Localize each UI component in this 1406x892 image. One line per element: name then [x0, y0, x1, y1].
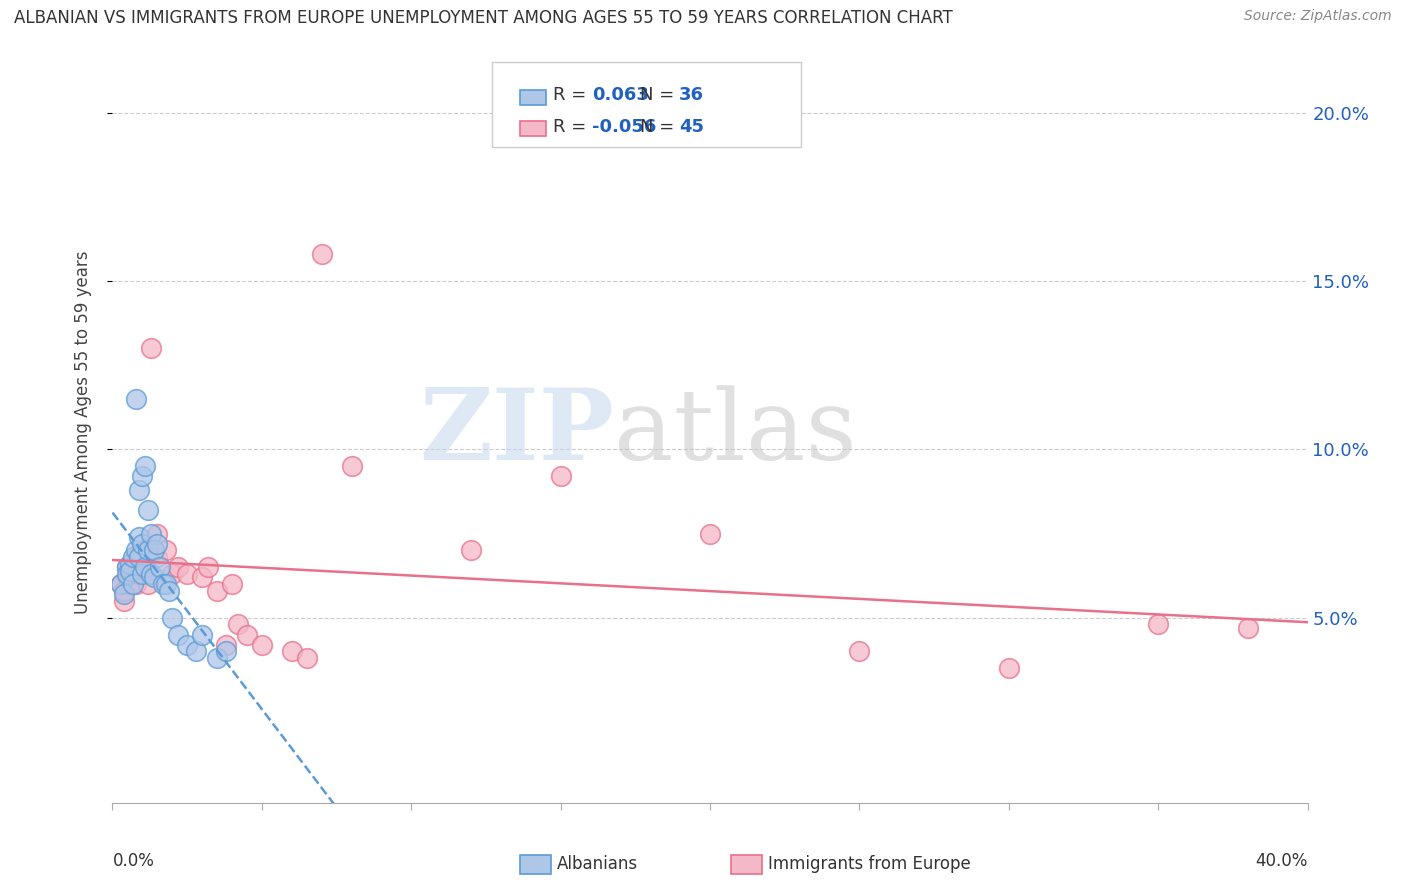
Point	[141, 526, 163, 541]
Point	[134, 543, 156, 558]
Point	[1237, 621, 1260, 635]
Point	[998, 661, 1021, 675]
Point	[120, 557, 142, 571]
Point	[138, 543, 160, 558]
Point	[221, 577, 243, 591]
Point	[114, 594, 135, 608]
Point	[236, 627, 259, 641]
Point	[250, 638, 273, 652]
Y-axis label: Unemployment Among Ages 55 to 59 years: Unemployment Among Ages 55 to 59 years	[73, 251, 91, 615]
Point	[149, 560, 172, 574]
Point	[215, 638, 238, 652]
Text: 36: 36	[679, 87, 704, 104]
Text: atlas: atlas	[614, 384, 858, 481]
Point	[122, 566, 145, 581]
Text: 45: 45	[679, 118, 704, 136]
Point	[128, 530, 150, 544]
Point	[131, 469, 153, 483]
Point	[131, 566, 153, 581]
Point	[138, 577, 160, 591]
Point	[226, 617, 249, 632]
Text: N =: N =	[640, 118, 679, 136]
Point	[128, 566, 150, 581]
Point	[110, 577, 132, 591]
Point	[131, 543, 153, 558]
Point	[340, 459, 363, 474]
Point	[1147, 617, 1170, 632]
Point	[128, 550, 150, 565]
Point	[191, 627, 214, 641]
Point	[550, 469, 572, 483]
Point	[125, 392, 148, 406]
Point	[125, 550, 148, 565]
Text: R =: R =	[553, 118, 592, 136]
Text: R =: R =	[553, 87, 592, 104]
Point	[197, 560, 219, 574]
Point	[152, 577, 174, 591]
Point	[146, 550, 169, 565]
Point	[146, 536, 169, 550]
Point	[205, 651, 228, 665]
Point	[131, 536, 153, 550]
Point	[117, 570, 139, 584]
Point	[143, 570, 166, 584]
Text: N =: N =	[640, 87, 679, 104]
Text: 0.0%: 0.0%	[112, 852, 155, 870]
Point	[138, 550, 160, 565]
Point	[122, 577, 145, 591]
Point	[134, 560, 156, 574]
Point	[162, 610, 183, 624]
Point	[141, 566, 163, 581]
Point	[128, 560, 150, 574]
Point	[122, 553, 145, 567]
Point	[155, 543, 177, 558]
Text: ZIP: ZIP	[419, 384, 614, 481]
Point	[167, 627, 190, 641]
Point	[281, 644, 304, 658]
Point	[311, 247, 333, 261]
Point	[114, 587, 135, 601]
Point	[155, 577, 177, 591]
Point	[162, 566, 183, 581]
Text: Source: ZipAtlas.com: Source: ZipAtlas.com	[1244, 9, 1392, 23]
Point	[114, 583, 135, 598]
Text: Albanians: Albanians	[557, 855, 638, 873]
Point	[128, 483, 150, 497]
Point	[120, 577, 142, 591]
Point	[699, 526, 721, 541]
Point	[295, 651, 318, 665]
Point	[117, 560, 139, 574]
Text: 40.0%: 40.0%	[1256, 852, 1308, 870]
Point	[146, 526, 169, 541]
Text: Immigrants from Europe: Immigrants from Europe	[768, 855, 970, 873]
Point	[460, 543, 482, 558]
Point	[176, 566, 198, 581]
Text: ALBANIAN VS IMMIGRANTS FROM EUROPE UNEMPLOYMENT AMONG AGES 55 TO 59 YEARS CORREL: ALBANIAN VS IMMIGRANTS FROM EUROPE UNEMP…	[14, 9, 953, 27]
Point	[157, 583, 180, 598]
Point	[167, 560, 190, 574]
Point	[143, 543, 166, 558]
Point	[134, 560, 156, 574]
Point	[131, 560, 153, 574]
Point	[125, 543, 148, 558]
Point	[117, 566, 139, 581]
Point	[125, 577, 148, 591]
Point	[110, 577, 132, 591]
Point	[215, 644, 238, 658]
Point	[120, 566, 142, 581]
Point	[138, 503, 160, 517]
Point	[186, 644, 208, 658]
Point	[120, 564, 142, 578]
Point	[122, 550, 145, 565]
Text: 0.063: 0.063	[592, 87, 648, 104]
Point	[141, 342, 163, 356]
Point	[191, 570, 214, 584]
Point	[117, 560, 139, 574]
Point	[134, 459, 156, 474]
Text: -0.056: -0.056	[592, 118, 657, 136]
Point	[848, 644, 870, 658]
Point	[176, 638, 198, 652]
Point	[205, 583, 228, 598]
